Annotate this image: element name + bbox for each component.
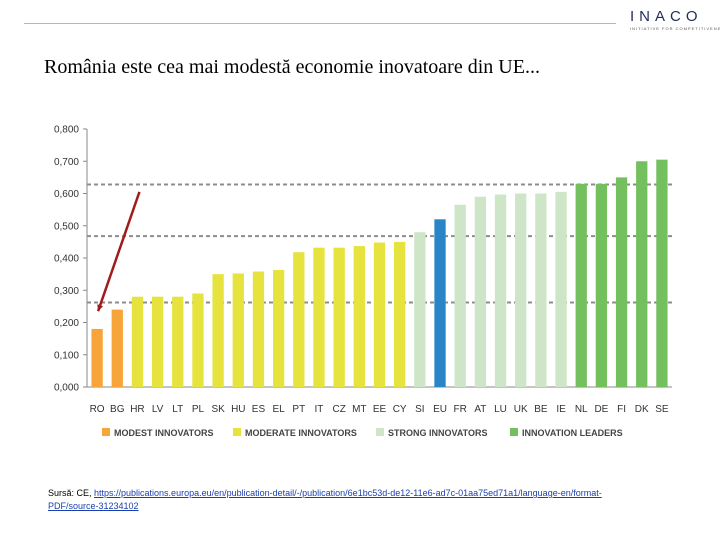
bar-eu bbox=[434, 219, 446, 387]
bar-cz bbox=[333, 247, 345, 387]
bar-hu bbox=[232, 273, 244, 387]
bar-be bbox=[535, 193, 547, 387]
bar-at bbox=[474, 196, 487, 387]
bar-mt bbox=[353, 246, 365, 387]
source-link[interactable]: https://publications.europa.eu/en/public… bbox=[48, 488, 602, 511]
bar-dk bbox=[636, 161, 648, 387]
legend-label: MODEST INNOVATORS bbox=[114, 428, 214, 438]
legend: MODEST INNOVATORS MODERATE INNOVATORS STRO… bbox=[102, 428, 623, 438]
legend-swatch bbox=[233, 428, 241, 436]
bar-se bbox=[656, 159, 668, 387]
y-axis: 0,000 0,100 0,200 0,300 0,400 0,500 0,600 0,700… bbox=[54, 125, 672, 394]
x-tick-label: EE bbox=[373, 404, 387, 415]
y-tick-label: 0,200 bbox=[54, 318, 79, 329]
legend-label: STRONG INNOVATORS bbox=[388, 428, 488, 438]
legend-swatch bbox=[376, 428, 384, 436]
bar-it bbox=[313, 247, 325, 387]
bar-cy bbox=[394, 241, 406, 388]
bar-ie bbox=[555, 191, 567, 387]
x-tick-label: SI bbox=[415, 404, 424, 415]
x-axis-labels: RO BG HR LV LT PL SK HU ES EL PT IT CZ MT EE CY SI EU FR AT… bbox=[90, 404, 669, 415]
y-tick-label: 0,400 bbox=[54, 254, 79, 265]
innovation-bar-chart: 0,000 0,100 0,200 0,300 0,400 0,500 0,600 0,700… bbox=[54, 125, 672, 438]
bar-lv bbox=[151, 296, 164, 387]
header-divider bbox=[24, 23, 616, 24]
y-tick-label: 0,700 bbox=[54, 157, 79, 168]
legend-swatch bbox=[510, 428, 518, 436]
x-tick-label: FR bbox=[454, 404, 467, 415]
source-prefix: Sursă: CE, bbox=[48, 488, 95, 498]
bar-pt bbox=[293, 252, 305, 387]
y-tick-label: 0,000 bbox=[54, 383, 79, 394]
bar-nl bbox=[575, 183, 587, 387]
slide-title: România este cea mai modestă economie in… bbox=[44, 56, 540, 78]
y-tick-label: 0,800 bbox=[54, 125, 79, 136]
x-tick-label: CY bbox=[393, 404, 407, 415]
bar-ee bbox=[373, 242, 386, 387]
x-tick-label: SK bbox=[211, 404, 225, 415]
x-tick-label: BE bbox=[534, 404, 548, 415]
x-tick-label: CZ bbox=[332, 404, 345, 415]
bar-hr bbox=[131, 296, 144, 387]
inaco-logo: INACO INITIATIVE FOR COMPETITIVENESS bbox=[630, 8, 720, 36]
bars bbox=[91, 159, 668, 388]
x-tick-label: PT bbox=[292, 404, 305, 415]
bar-fi bbox=[615, 177, 628, 388]
y-tick-label: 0,600 bbox=[54, 189, 79, 200]
x-tick-label: IE bbox=[556, 404, 566, 415]
bar-si bbox=[414, 232, 426, 387]
bar-es bbox=[252, 271, 265, 387]
x-tick-label: HR bbox=[130, 404, 144, 415]
legend-swatch bbox=[102, 428, 110, 436]
bar-bg bbox=[111, 309, 123, 387]
x-tick-label: UK bbox=[514, 404, 528, 415]
x-tick-label: NL bbox=[575, 404, 588, 415]
x-tick-label: LV bbox=[152, 404, 164, 415]
legend-label: MODERATE INNOVATORS bbox=[245, 428, 357, 438]
x-tick-label: EU bbox=[433, 404, 447, 415]
bar-uk bbox=[515, 193, 527, 387]
source-note: Sursă: CE, https://publications.europa.e… bbox=[48, 487, 608, 513]
annotation-arrow bbox=[96, 191, 141, 312]
bar-lt bbox=[172, 296, 184, 387]
x-tick-label: DE bbox=[594, 404, 608, 415]
x-tick-label: HU bbox=[231, 404, 245, 415]
bar-sk bbox=[212, 274, 224, 388]
bar-fr bbox=[454, 204, 466, 387]
bar-pl bbox=[192, 293, 204, 387]
bar-el bbox=[272, 269, 285, 387]
bar-de bbox=[595, 183, 608, 387]
y-tick-label: 0,100 bbox=[54, 350, 79, 361]
x-tick-label: FI bbox=[617, 404, 626, 415]
x-tick-label: DK bbox=[635, 404, 649, 415]
x-tick-label: EL bbox=[273, 404, 286, 415]
x-tick-label: MT bbox=[352, 404, 366, 415]
x-tick-label: SE bbox=[655, 404, 669, 415]
y-tick-label: 0,300 bbox=[54, 286, 79, 297]
legend-label: INNOVATION LEADERS bbox=[522, 428, 623, 438]
x-tick-label: AT bbox=[474, 404, 486, 415]
logo-tagline: INITIATIVE FOR COMPETITIVENESS bbox=[630, 26, 720, 31]
arrow-head bbox=[97, 304, 104, 312]
x-tick-label: PL bbox=[192, 404, 205, 415]
x-tick-label: ES bbox=[252, 404, 266, 415]
logo-wordmark: INACO bbox=[630, 8, 703, 25]
x-tick-label: IT bbox=[315, 404, 324, 415]
x-tick-label: LU bbox=[494, 404, 507, 415]
bar-lu bbox=[494, 194, 507, 387]
x-tick-label: RO bbox=[90, 404, 105, 415]
x-tick-label: LT bbox=[172, 404, 183, 415]
x-tick-label: BG bbox=[110, 404, 125, 415]
bar-ro bbox=[91, 328, 103, 387]
y-tick-label: 0,500 bbox=[54, 221, 79, 232]
arrow-shaft bbox=[96, 191, 141, 312]
